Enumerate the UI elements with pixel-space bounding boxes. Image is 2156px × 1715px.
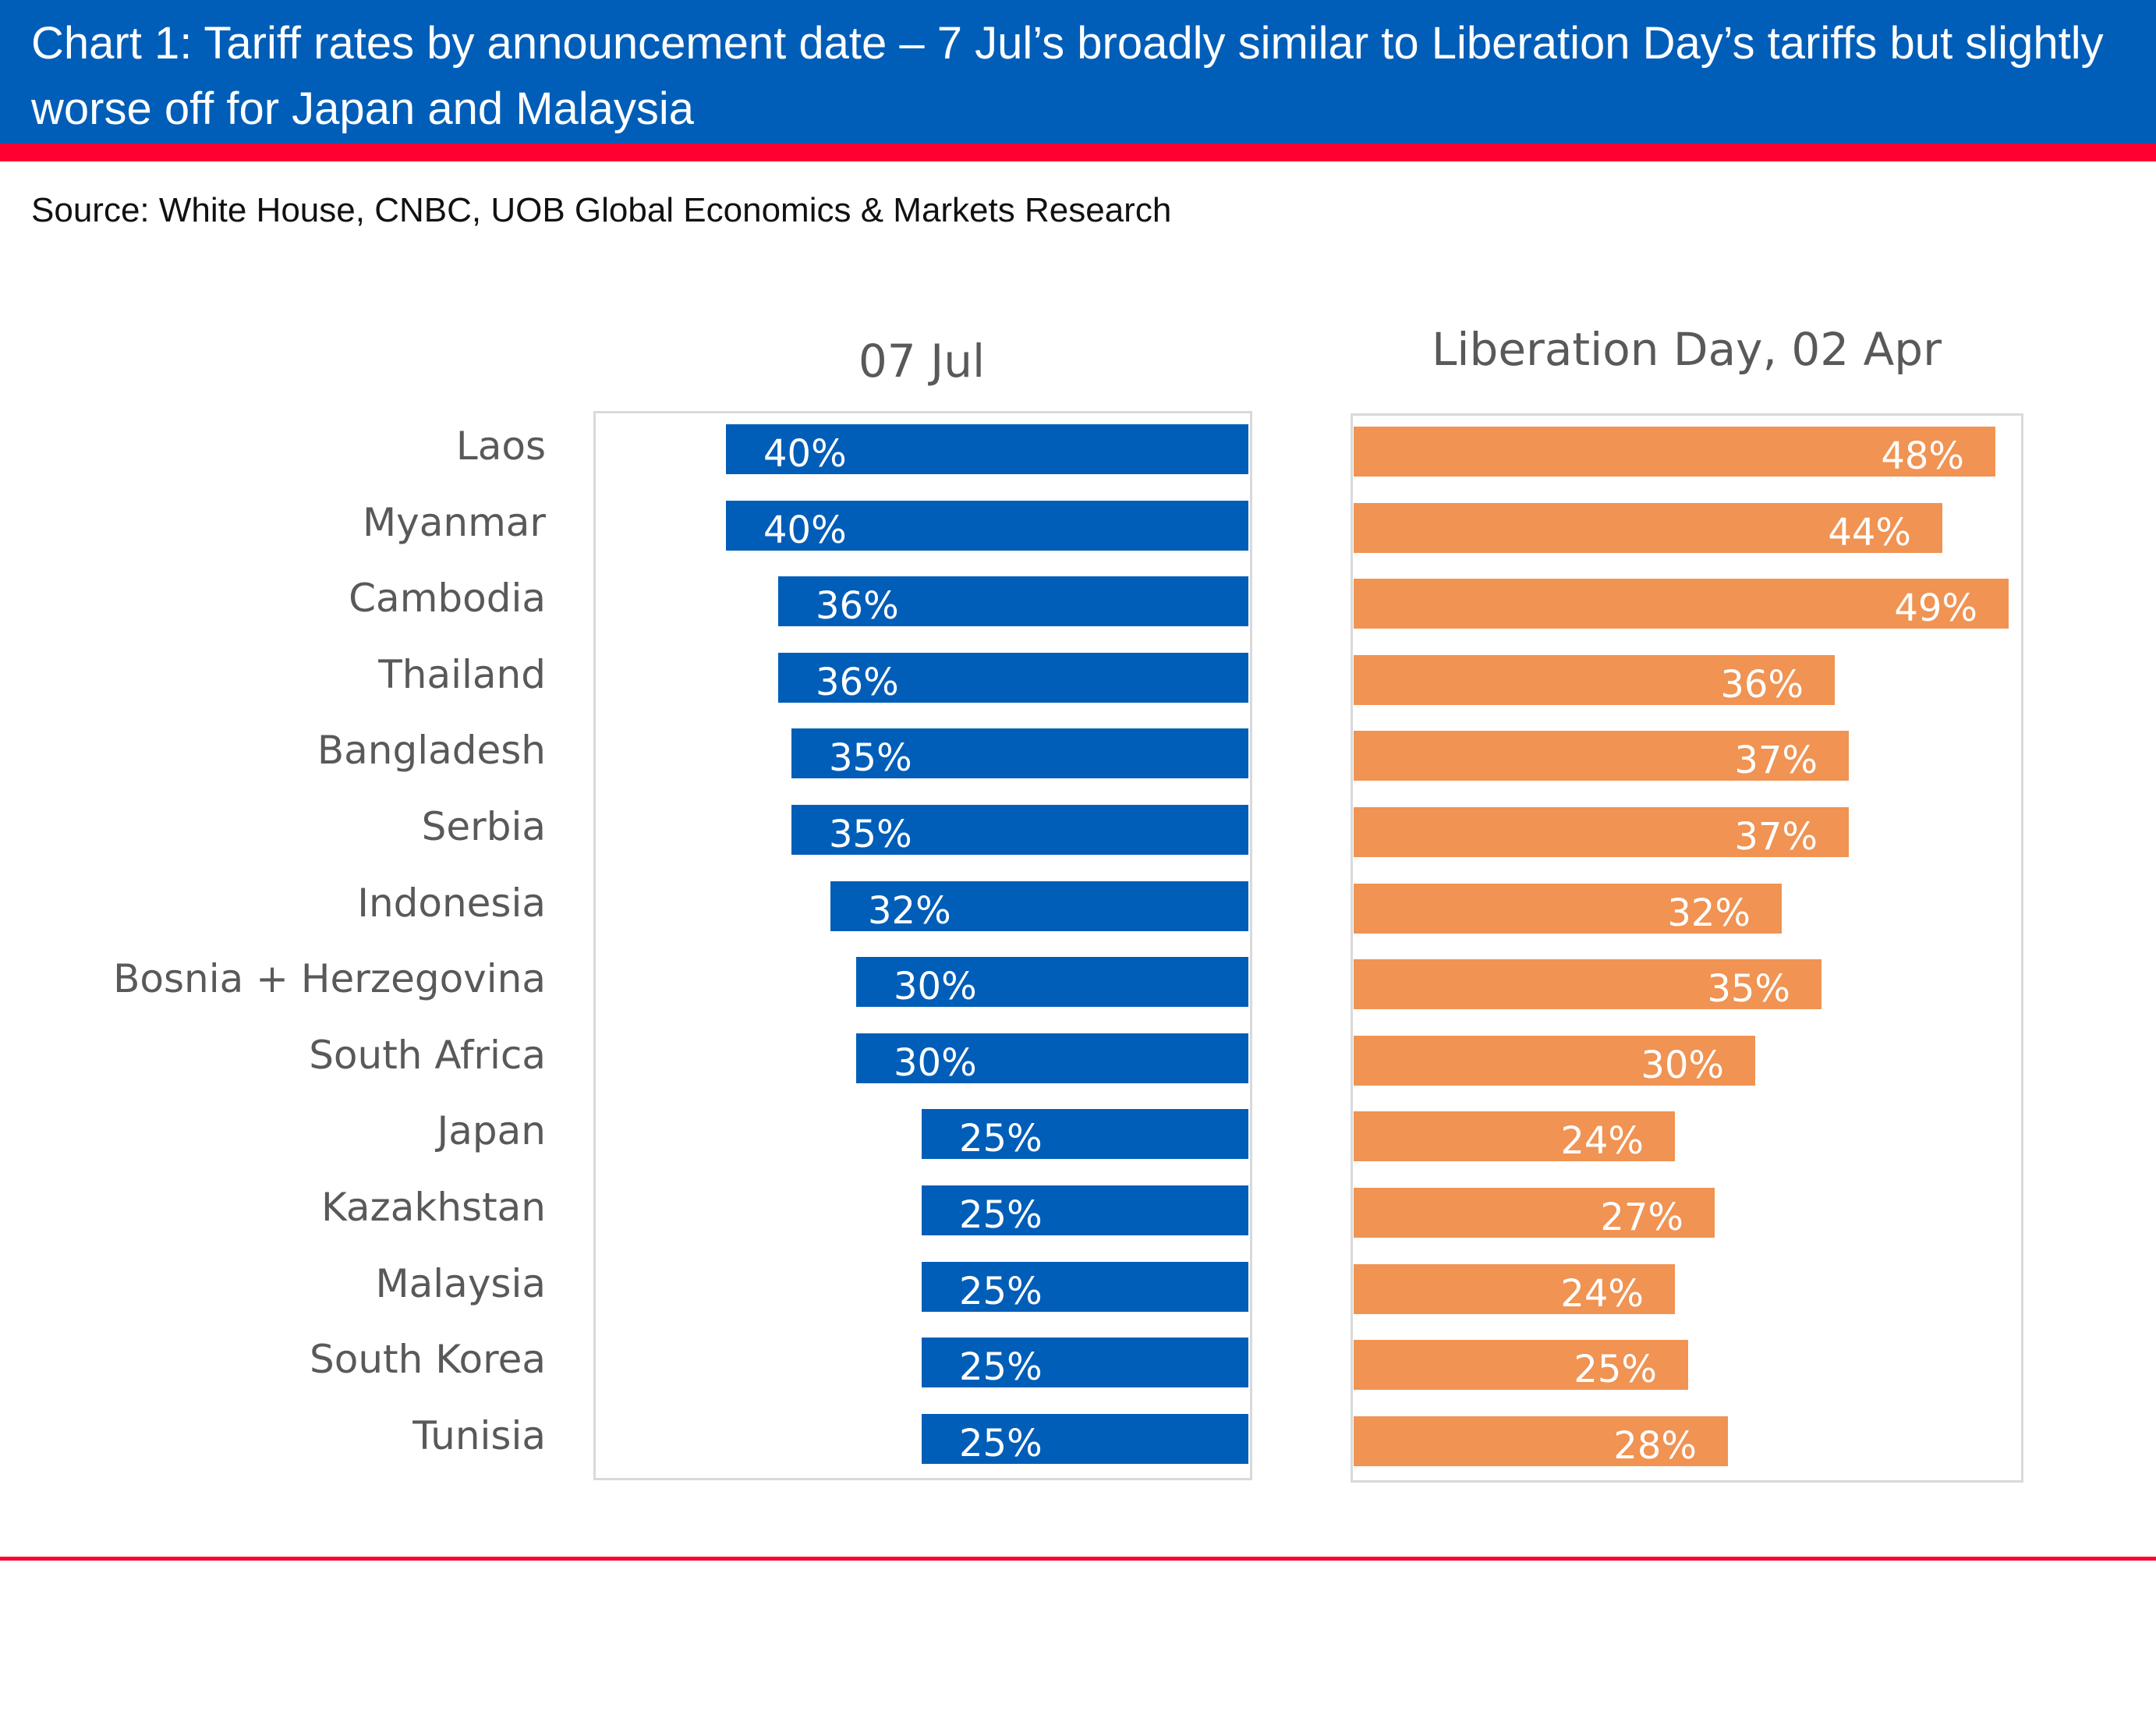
data-label-liberation-day: 49% bbox=[1894, 586, 1977, 630]
bar-liberation-day: 35% bbox=[1354, 959, 1821, 1011]
category-label: Serbia bbox=[421, 804, 546, 849]
bar-liberation-day: 49% bbox=[1354, 579, 2009, 630]
data-label-liberation-day: 28% bbox=[1613, 1424, 1697, 1468]
bar-liberation-day: 48% bbox=[1354, 427, 1995, 478]
data-label-07-jul: 25% bbox=[959, 1270, 1043, 1313]
bar-07-jul: 32% bbox=[830, 881, 1248, 933]
category-label: Thailand bbox=[378, 652, 546, 697]
bar-07-jul: 25% bbox=[922, 1185, 1248, 1237]
bar-07-jul: 25% bbox=[922, 1338, 1248, 1389]
category-label: Japan bbox=[437, 1108, 546, 1153]
data-label-07-jul: 40% bbox=[763, 508, 847, 552]
data-label-07-jul: 25% bbox=[959, 1117, 1043, 1160]
panel-liberation-day bbox=[1351, 413, 2023, 1483]
category-label: Indonesia bbox=[357, 881, 546, 926]
category-label: Myanmar bbox=[363, 500, 546, 545]
data-label-liberation-day: 35% bbox=[1707, 967, 1790, 1011]
data-label-liberation-day: 37% bbox=[1734, 739, 1818, 782]
category-label: Bangladesh bbox=[317, 728, 546, 773]
bar-liberation-day: 44% bbox=[1354, 503, 1942, 555]
category-label: Tunisia bbox=[412, 1413, 546, 1458]
bar-07-jul: 36% bbox=[778, 576, 1248, 628]
bar-liberation-day: 24% bbox=[1354, 1111, 1675, 1163]
bar-liberation-day: 25% bbox=[1354, 1340, 1688, 1391]
category-label: Kazakhstan bbox=[320, 1185, 546, 1230]
bar-liberation-day: 30% bbox=[1354, 1036, 1755, 1087]
bar-07-jul: 30% bbox=[856, 1033, 1248, 1085]
bar-07-jul: 25% bbox=[922, 1414, 1248, 1465]
category-label: South Korea bbox=[310, 1337, 546, 1382]
category-label: South Africa bbox=[309, 1033, 546, 1078]
bar-liberation-day: 28% bbox=[1354, 1416, 1728, 1468]
panel-title-07-jul: 07 Jul bbox=[858, 335, 986, 388]
data-label-07-jul: 25% bbox=[959, 1345, 1043, 1389]
bar-07-jul: 36% bbox=[778, 653, 1248, 704]
data-label-liberation-day: 24% bbox=[1560, 1272, 1644, 1316]
bar-07-jul: 40% bbox=[726, 501, 1248, 552]
data-label-liberation-day: 36% bbox=[1720, 663, 1804, 707]
data-label-07-jul: 36% bbox=[816, 584, 899, 628]
data-label-liberation-day: 37% bbox=[1734, 815, 1818, 859]
bar-07-jul: 35% bbox=[791, 805, 1248, 856]
data-label-liberation-day: 32% bbox=[1667, 891, 1751, 935]
panel-title-liberation-day: Liberation Day, 02 Apr bbox=[1432, 323, 1942, 376]
data-label-liberation-day: 44% bbox=[1828, 511, 1911, 555]
bar-07-jul: 40% bbox=[726, 424, 1248, 476]
panel-07-jul bbox=[593, 411, 1252, 1480]
bar-liberation-day: 27% bbox=[1354, 1188, 1715, 1239]
footer-rule bbox=[0, 1557, 2156, 1561]
title-banner bbox=[0, 0, 2156, 144]
data-label-liberation-day: 24% bbox=[1560, 1119, 1644, 1163]
data-label-07-jul: 25% bbox=[959, 1193, 1043, 1237]
data-label-07-jul: 32% bbox=[868, 889, 951, 933]
category-label: Laos bbox=[455, 423, 546, 469]
data-label-liberation-day: 48% bbox=[1881, 434, 1964, 478]
data-label-07-jul: 25% bbox=[959, 1422, 1043, 1465]
bar-07-jul: 30% bbox=[856, 957, 1248, 1008]
data-label-liberation-day: 30% bbox=[1641, 1044, 1724, 1087]
category-label: Bosnia + Herzegovina bbox=[113, 956, 546, 1001]
data-label-07-jul: 35% bbox=[829, 813, 912, 856]
data-label-liberation-day: 27% bbox=[1600, 1196, 1683, 1239]
bar-liberation-day: 37% bbox=[1354, 731, 1849, 782]
title-underline bbox=[0, 144, 2156, 161]
bar-07-jul: 35% bbox=[791, 728, 1248, 780]
bar-07-jul: 25% bbox=[922, 1262, 1248, 1313]
data-label-07-jul: 36% bbox=[816, 661, 899, 704]
data-label-07-jul: 30% bbox=[894, 1041, 977, 1085]
bar-liberation-day: 36% bbox=[1354, 655, 1835, 707]
chart-title: Chart 1: Tariff rates by announcement da… bbox=[31, 18, 2104, 134]
source-note: Source: White House, CNBC, UOB Global Ec… bbox=[31, 191, 1172, 229]
data-label-07-jul: 40% bbox=[763, 432, 847, 476]
category-label: Cambodia bbox=[349, 576, 546, 621]
data-label-07-jul: 30% bbox=[894, 965, 977, 1008]
bar-liberation-day: 32% bbox=[1354, 884, 1782, 935]
bar-liberation-day: 37% bbox=[1354, 807, 1849, 859]
bar-liberation-day: 24% bbox=[1354, 1264, 1675, 1316]
category-label: Malaysia bbox=[375, 1261, 546, 1306]
data-label-07-jul: 35% bbox=[829, 736, 912, 780]
bar-07-jul: 25% bbox=[922, 1109, 1248, 1160]
data-label-liberation-day: 25% bbox=[1574, 1348, 1657, 1391]
